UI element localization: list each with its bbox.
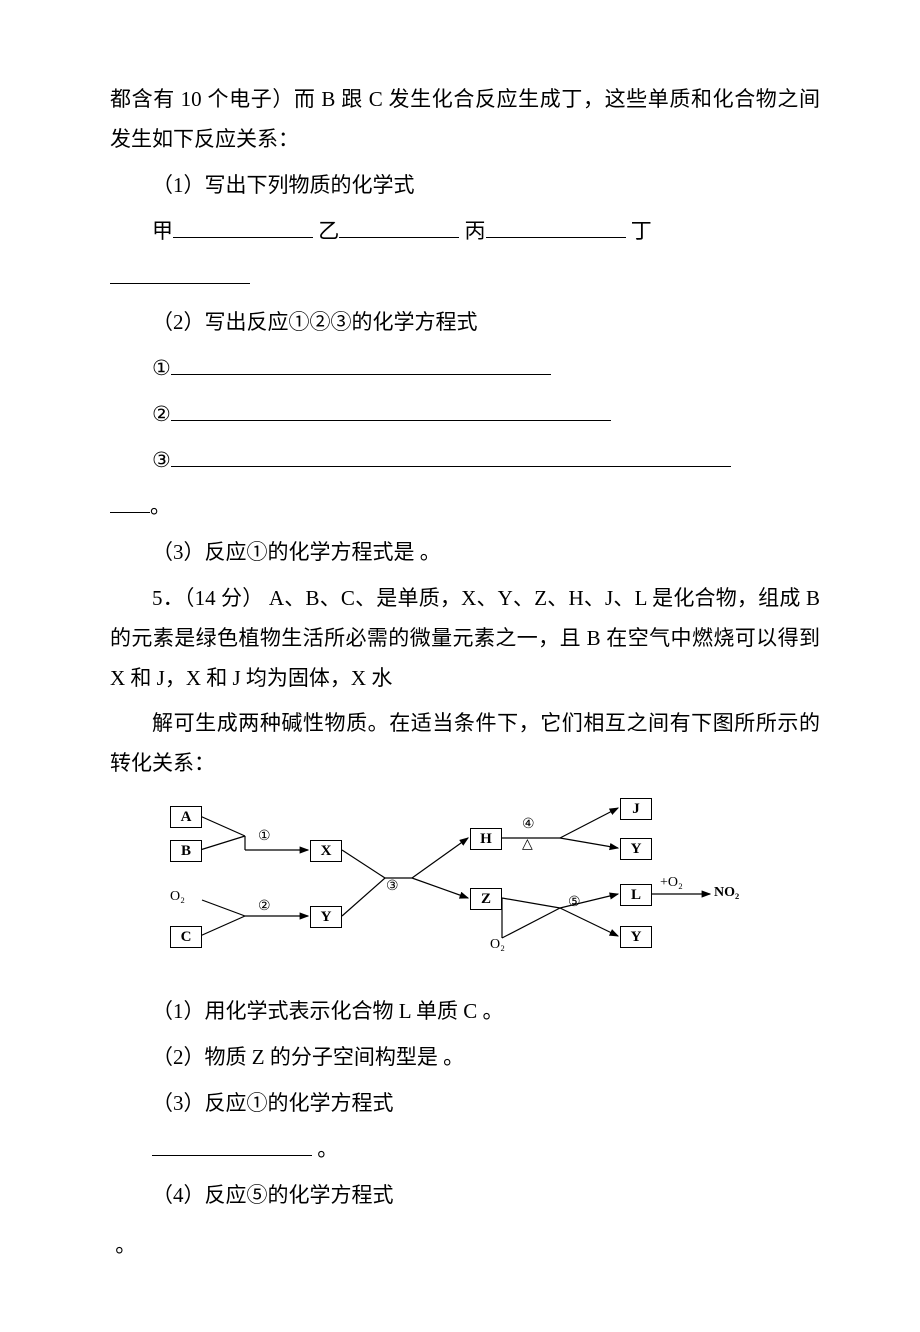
q5-part4: （4）反应⑤的化学方程式 [110, 1176, 820, 1216]
q4-part2-eq2: ② [110, 395, 820, 435]
blank-eq3b[interactable] [110, 489, 150, 513]
blank-yi[interactable] [339, 214, 459, 238]
label-tri: △ [522, 838, 533, 852]
label-c3: ③ [386, 880, 399, 894]
blank-eq3[interactable] [171, 443, 731, 467]
node-o2a: O₂ [170, 890, 185, 904]
reaction-diagram: A B O₂ C X Y H Z J Y L Y ① ② ③ ④ △ ⑤ O₂ … [150, 798, 750, 978]
q4-part1-blank-ding-row [110, 258, 820, 298]
label-c5: ⑤ [568, 896, 581, 910]
period-2: 。 [317, 1137, 338, 1161]
q4-part3: （3）反应①的化学方程式是 。 [110, 533, 820, 573]
node-l: L [620, 884, 652, 906]
blank-eq2[interactable] [171, 397, 611, 421]
circle-3: ③ [152, 449, 171, 472]
blank-ding[interactable] [110, 259, 250, 283]
q5-intro-b: 解可生成两种碱性物质。在适当条件下，它们相互之间有下图所所示的转化关系： [110, 704, 820, 784]
context-line: 都含有 10 个电子）而 B 跟 C 发生化合反应生成丁，这些单质和化合物之间发… [110, 80, 820, 160]
node-c: C [170, 926, 202, 948]
node-x: X [310, 840, 342, 862]
node-y3: Y [620, 926, 652, 948]
circle-1: ① [152, 357, 171, 380]
label-jia: 甲 [152, 219, 173, 243]
label-bing: 丙 [465, 219, 486, 243]
q5-part2: （2）物质 Z 的分子空间构型是 。 [110, 1038, 820, 1078]
blank-eq1[interactable] [171, 351, 551, 375]
q4-part2-eq3: ③ [110, 441, 820, 481]
q4-part2-title: （2）写出反应①②③的化学方程式 [110, 303, 820, 343]
blank-jia[interactable] [173, 214, 313, 238]
q4-part2-eq1: ① [110, 349, 820, 389]
period-3: 。 [115, 1233, 136, 1257]
node-j: J [620, 798, 652, 820]
q5-part3: （3）反应①的化学方程式 [110, 1084, 820, 1124]
label-yi: 乙 [318, 219, 339, 243]
period-1: 。 [150, 494, 171, 518]
q5-part1: （1）用化学式表示化合物 L 单质 C 。 [110, 992, 820, 1032]
q4-part1-title: （1）写出下列物质的化学式 [110, 166, 820, 206]
label-o2b: O₂ [490, 938, 505, 952]
node-h: H [470, 828, 502, 850]
q5-part3-blank: 。 [110, 1130, 820, 1170]
node-b: B [170, 840, 202, 862]
node-a: A [170, 806, 202, 828]
label-ding: 丁 [631, 219, 652, 243]
q4-part1-blanks: 甲 乙 丙 丁 [110, 212, 820, 252]
q4-part2-eq3-cont: 。 [110, 487, 820, 527]
label-c1: ① [258, 830, 271, 844]
q5-part4-end: 。 [110, 1226, 820, 1266]
label-plus-o2: +O₂ [660, 876, 683, 890]
blank-q5-3[interactable] [152, 1132, 312, 1156]
page: 都含有 10 个电子）而 B 跟 C 发生化合反应生成丁，这些单质和化合物之间发… [0, 0, 920, 1332]
node-y1: Y [310, 906, 342, 928]
q5-intro-a: 5．（14 分） A、B、C、是单质，X、Y、Z、H、J、L 是化合物，组成 B… [110, 579, 820, 699]
node-y2: Y [620, 838, 652, 860]
label-c4: ④ [522, 818, 535, 832]
label-no2: NO₂ [714, 886, 739, 900]
node-z: Z [470, 888, 502, 910]
label-c2: ② [258, 900, 271, 914]
blank-bing[interactable] [486, 214, 626, 238]
circle-2: ② [152, 403, 171, 426]
